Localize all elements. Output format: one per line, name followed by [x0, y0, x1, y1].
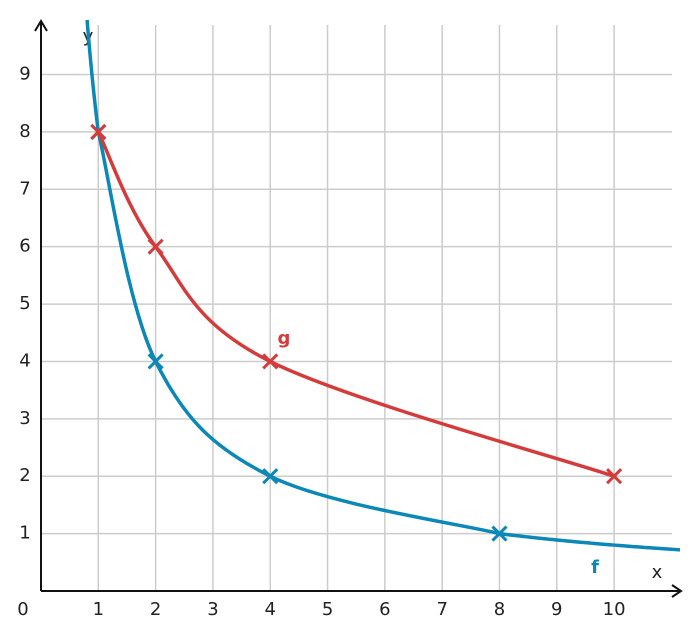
point-marker: [147, 353, 164, 370]
x-tick-label: 10: [603, 599, 626, 620]
point-marker: [491, 525, 508, 542]
y-arrow: [34, 19, 48, 32]
x-tick-label: 1: [93, 599, 104, 620]
x-tick-label: 5: [322, 599, 333, 620]
x-tick-label: 2: [150, 599, 161, 620]
curve-extension: [85, 19, 101, 133]
curve-extension: [499, 531, 681, 552]
point-marker: [262, 468, 279, 485]
point-marker: [90, 123, 107, 140]
x-tick-label: 8: [494, 599, 505, 620]
x-axis-label: x: [652, 562, 663, 583]
x-tick-label: 7: [436, 599, 447, 620]
y-tick-label: 5: [19, 293, 30, 314]
y-tick-label: 3: [19, 408, 30, 429]
point-marker: [606, 468, 623, 485]
x-tick-label: 3: [207, 599, 218, 620]
y-tick-label: 4: [19, 350, 30, 371]
y-tick-label: 6: [19, 236, 30, 257]
origin-label: 0: [17, 599, 28, 620]
x-tick-label: 9: [551, 599, 562, 620]
curve: [96, 131, 500, 536]
point-marker: [262, 353, 279, 370]
y-tick-label: 8: [19, 121, 30, 142]
y-tick-label: 9: [19, 64, 30, 85]
y-tick-label: 1: [19, 523, 30, 544]
series-label: g: [278, 328, 291, 349]
y-tick-label: 7: [19, 178, 30, 199]
series-label: f: [591, 557, 599, 578]
x-arrow: [671, 584, 683, 598]
point-marker: [147, 238, 164, 255]
curve: [96, 131, 615, 478]
x-tick-label: 6: [379, 599, 390, 620]
y-tick-label: 2: [19, 465, 30, 486]
x-tick-label: 4: [265, 599, 276, 620]
